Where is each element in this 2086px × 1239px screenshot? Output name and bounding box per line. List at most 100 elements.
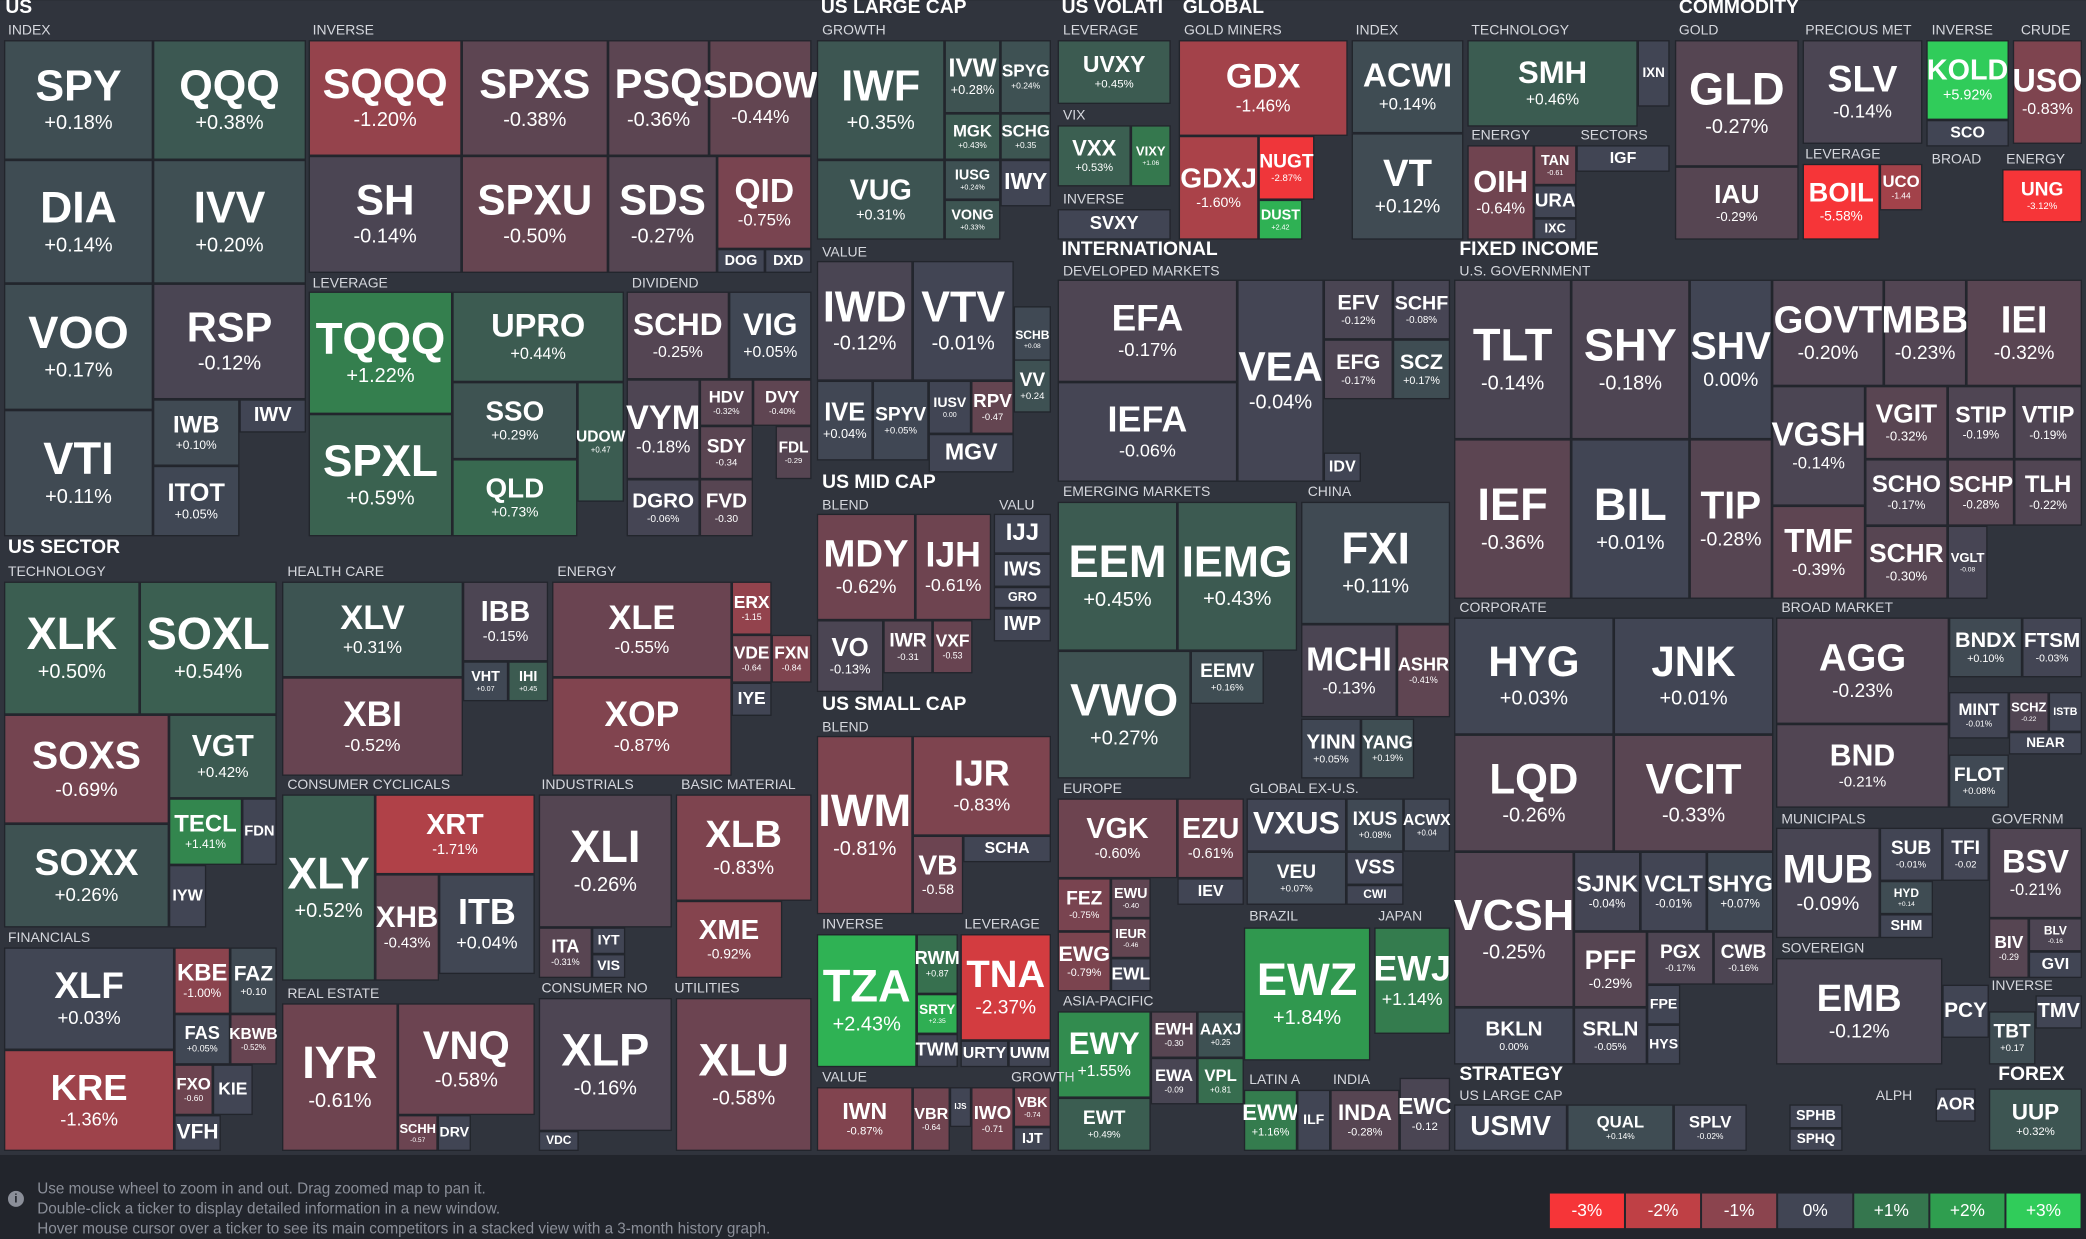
tile[interactable] bbox=[1942, 984, 1989, 1038]
tile[interactable] bbox=[1057, 878, 1111, 932]
tile[interactable] bbox=[538, 927, 593, 979]
tile[interactable] bbox=[928, 380, 972, 434]
tile[interactable] bbox=[1467, 40, 1638, 127]
tile[interactable] bbox=[452, 382, 578, 460]
tile[interactable] bbox=[1008, 1040, 1051, 1068]
tile[interactable] bbox=[944, 159, 1001, 200]
tile[interactable] bbox=[2008, 731, 2083, 755]
tile[interactable] bbox=[960, 1040, 1009, 1068]
tile[interactable] bbox=[916, 1033, 958, 1068]
tile[interactable] bbox=[1110, 918, 1151, 959]
tile[interactable] bbox=[1772, 279, 1884, 387]
tile[interactable] bbox=[1646, 931, 1714, 985]
tile[interactable] bbox=[971, 1087, 1014, 1151]
tile[interactable] bbox=[1301, 718, 1361, 779]
tile[interactable] bbox=[1243, 1089, 1298, 1151]
tile[interactable] bbox=[3, 1049, 175, 1151]
tile[interactable] bbox=[816, 40, 945, 160]
tile[interactable] bbox=[212, 1064, 253, 1116]
tile[interactable] bbox=[1879, 914, 1934, 939]
tile[interactable] bbox=[1190, 650, 1264, 704]
tile[interactable] bbox=[1323, 452, 1361, 482]
tile[interactable] bbox=[282, 677, 463, 776]
tile[interactable] bbox=[1673, 1104, 1747, 1151]
tile[interactable] bbox=[1689, 439, 1773, 599]
tile[interactable] bbox=[1396, 624, 1451, 718]
tile[interactable] bbox=[717, 248, 765, 273]
tile[interactable] bbox=[1013, 1127, 1051, 1151]
tile[interactable] bbox=[1789, 1128, 1843, 1151]
tile[interactable] bbox=[775, 425, 812, 480]
tile[interactable] bbox=[1346, 798, 1404, 852]
tile[interactable] bbox=[1776, 827, 1880, 939]
tile[interactable] bbox=[1467, 145, 1534, 240]
tile[interactable] bbox=[1150, 1057, 1198, 1105]
tile[interactable] bbox=[375, 874, 440, 981]
tile[interactable] bbox=[816, 380, 873, 461]
tile[interactable] bbox=[816, 1087, 913, 1151]
tile[interactable] bbox=[461, 155, 608, 273]
tile[interactable] bbox=[1947, 459, 2015, 526]
tile[interactable] bbox=[993, 553, 1051, 587]
tile[interactable] bbox=[1947, 386, 2015, 460]
tile[interactable] bbox=[1346, 884, 1404, 905]
tile[interactable] bbox=[1351, 133, 1464, 240]
tile[interactable] bbox=[1057, 501, 1178, 651]
tile[interactable] bbox=[308, 155, 462, 273]
tile[interactable] bbox=[963, 835, 1051, 863]
tile[interactable] bbox=[1110, 878, 1151, 919]
tile[interactable] bbox=[1454, 1104, 1568, 1151]
tile[interactable] bbox=[1802, 40, 1923, 144]
tile[interactable] bbox=[915, 513, 992, 621]
tile[interactable] bbox=[1454, 734, 1614, 852]
tile[interactable] bbox=[397, 1003, 535, 1116]
tile[interactable] bbox=[1013, 1087, 1051, 1128]
tile[interactable] bbox=[3, 947, 175, 1050]
tile[interactable] bbox=[709, 40, 812, 156]
tile[interactable] bbox=[1177, 798, 1244, 879]
tile[interactable] bbox=[675, 900, 783, 979]
tile[interactable] bbox=[1243, 927, 1371, 1061]
tile[interactable] bbox=[1178, 40, 1348, 136]
tile[interactable] bbox=[626, 379, 700, 480]
tile[interactable] bbox=[462, 581, 549, 662]
tile[interactable] bbox=[1454, 279, 1572, 440]
tile[interactable] bbox=[1533, 145, 1577, 186]
tile[interactable] bbox=[508, 661, 549, 702]
tile[interactable] bbox=[168, 798, 243, 865]
tile[interactable] bbox=[3, 581, 140, 715]
tile[interactable] bbox=[1454, 851, 1574, 1008]
tile[interactable] bbox=[461, 40, 608, 156]
tile[interactable] bbox=[230, 947, 277, 1014]
tile[interactable] bbox=[1883, 279, 1967, 387]
tile[interactable] bbox=[752, 379, 812, 426]
tile[interactable] bbox=[3, 283, 153, 410]
tile[interactable] bbox=[308, 291, 453, 414]
tile[interactable] bbox=[816, 934, 917, 1068]
tile[interactable] bbox=[1926, 119, 2009, 147]
tile[interactable] bbox=[1057, 1011, 1151, 1098]
tile[interactable] bbox=[971, 380, 1014, 434]
tile[interactable] bbox=[452, 291, 624, 383]
tile[interactable] bbox=[1057, 1097, 1151, 1151]
tile[interactable] bbox=[577, 382, 624, 502]
tile[interactable] bbox=[883, 620, 933, 674]
tile[interactable] bbox=[452, 459, 578, 537]
tile[interactable] bbox=[916, 934, 958, 994]
tile[interactable] bbox=[462, 661, 509, 702]
tile[interactable] bbox=[1057, 40, 1171, 104]
tile[interactable] bbox=[1454, 617, 1614, 735]
tile[interactable] bbox=[1772, 386, 1866, 506]
tile[interactable] bbox=[1150, 1011, 1198, 1058]
tile[interactable] bbox=[552, 677, 732, 776]
tile[interactable] bbox=[1865, 386, 1948, 460]
tile[interactable] bbox=[1571, 279, 1690, 440]
tile[interactable] bbox=[592, 954, 626, 979]
tile[interactable] bbox=[626, 291, 730, 380]
tile[interactable] bbox=[1057, 125, 1131, 187]
tile[interactable] bbox=[308, 413, 453, 537]
tile[interactable] bbox=[1454, 439, 1572, 599]
tile[interactable] bbox=[731, 581, 772, 635]
tile[interactable] bbox=[538, 1131, 579, 1151]
tile[interactable] bbox=[1713, 931, 1774, 985]
